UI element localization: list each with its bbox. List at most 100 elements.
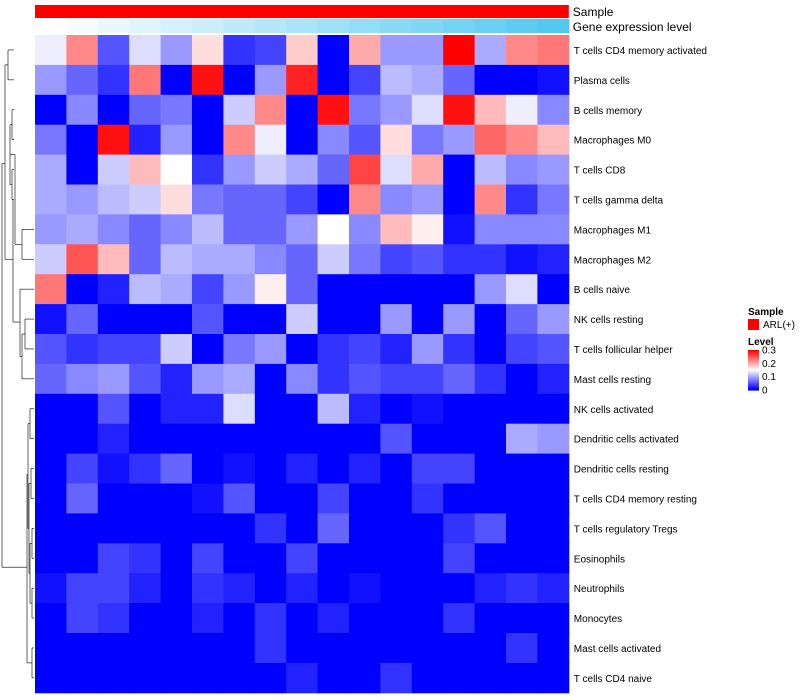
heatmap-cell xyxy=(443,662,476,694)
heatmap-cells xyxy=(35,35,570,694)
heatmap-cell xyxy=(506,304,538,335)
heatmap-cell xyxy=(129,662,162,694)
heatmap-cell xyxy=(223,214,256,245)
heatmap-cell xyxy=(474,393,507,425)
legend-sample-swatch xyxy=(748,319,759,330)
heatmap-cell xyxy=(286,543,319,574)
legend-gradient-step xyxy=(748,378,759,380)
heatmap-cell xyxy=(317,64,350,96)
expression-annotation-cell xyxy=(160,19,193,33)
heatmap-cell xyxy=(223,453,256,484)
legend-gradient-step xyxy=(748,377,759,379)
heatmap-cell xyxy=(66,274,99,305)
heatmap-cell xyxy=(411,64,444,96)
heatmap-cell xyxy=(443,274,476,305)
heatmap-cell xyxy=(474,214,507,245)
heatmap-cell xyxy=(380,214,413,245)
heatmap-cell xyxy=(443,543,476,574)
legend-gradient-step xyxy=(748,350,759,352)
legend-color-scale: 0.3 0.2 0.1 0 xyxy=(748,346,776,397)
heatmap-cell xyxy=(506,633,538,664)
heatmap-cell xyxy=(286,633,319,664)
heatmap-cell xyxy=(474,363,507,395)
heatmap-cell xyxy=(380,393,413,425)
heatmap-cell xyxy=(317,393,350,425)
heatmap-cell xyxy=(66,304,99,335)
heatmap-cell xyxy=(286,304,319,335)
legend-gradient-step xyxy=(748,372,759,374)
heatmap-cell xyxy=(506,334,538,365)
heatmap-cell xyxy=(129,154,162,185)
heatmap-cell xyxy=(192,304,224,335)
heatmap-cell xyxy=(97,334,130,365)
heatmap-cell xyxy=(66,214,99,245)
heatmap-cell xyxy=(97,184,130,215)
heatmap-cell xyxy=(35,603,67,634)
heatmap-cell xyxy=(223,423,256,455)
heatmap-cell xyxy=(254,35,287,66)
heatmap-cell xyxy=(537,184,570,215)
expression-annotation-cell xyxy=(349,19,381,33)
heatmap-cell xyxy=(254,214,287,245)
heatmap-cell xyxy=(66,603,99,634)
heatmap-cell xyxy=(35,334,67,365)
legend-gradient-step xyxy=(748,361,759,363)
heatmap-cell xyxy=(286,662,319,694)
heatmap-cell xyxy=(349,124,381,156)
heatmap-cell xyxy=(506,483,538,514)
heatmap-cell xyxy=(474,304,507,335)
heatmap-cell xyxy=(160,363,193,395)
heatmap-cell xyxy=(317,184,350,215)
heatmap-cell xyxy=(160,94,193,126)
heatmap-cell xyxy=(380,363,413,395)
row-label: Macrophages M0 xyxy=(574,136,652,147)
row-label: T cells follicular helper xyxy=(574,345,673,356)
heatmap-cell xyxy=(97,573,130,604)
heatmap-cell xyxy=(254,543,287,574)
heatmap-cell xyxy=(443,603,476,634)
heatmap-cell xyxy=(254,244,287,275)
heatmap-cell xyxy=(317,244,350,275)
heatmap-cell xyxy=(349,274,381,305)
heatmap-cell xyxy=(349,154,381,185)
heatmap-cell xyxy=(223,662,256,694)
heatmap-cell xyxy=(317,124,350,156)
row-label: Mast cells resting xyxy=(574,375,651,386)
heatmap-cell xyxy=(380,124,413,156)
legend-sample-title: Sample xyxy=(748,307,784,318)
heatmap-cell xyxy=(411,423,444,455)
row-label: Dendritic cells resting xyxy=(574,465,669,476)
heatmap-cell xyxy=(349,662,381,694)
heatmap-cell xyxy=(35,423,67,455)
heatmap-cell xyxy=(349,423,381,455)
heatmap-cell xyxy=(537,363,570,395)
heatmap-cell xyxy=(286,423,319,455)
row-label: T cells gamma delta xyxy=(574,195,664,206)
row-label: B cells memory xyxy=(574,106,642,117)
legend-gradient-step xyxy=(748,374,759,376)
heatmap-cell xyxy=(35,184,67,215)
heatmap-cell xyxy=(349,184,381,215)
heatmap-cell xyxy=(286,363,319,395)
expression-annotation-cell xyxy=(506,19,538,33)
heatmap-cell xyxy=(537,304,570,335)
heatmap-cell xyxy=(537,94,570,126)
heatmap-cell xyxy=(35,662,67,694)
row-label: T cells CD4 naive xyxy=(574,674,653,685)
heatmap-cell xyxy=(192,543,224,574)
heatmap-cell xyxy=(35,274,67,305)
heatmap-cell xyxy=(537,124,570,156)
heatmap-cell xyxy=(192,633,224,664)
heatmap-cell xyxy=(129,244,162,275)
legend-gradient-step xyxy=(748,363,759,365)
heatmap-cell xyxy=(411,35,444,66)
heatmap-cell xyxy=(474,543,507,574)
heatmap-cell xyxy=(223,393,256,425)
heatmap-cell xyxy=(411,363,444,395)
heatmap-cell xyxy=(537,483,570,514)
heatmap-cell xyxy=(35,363,67,395)
heatmap-cell xyxy=(223,304,256,335)
heatmap-cell xyxy=(254,423,287,455)
legend-gradient-step xyxy=(748,373,759,375)
